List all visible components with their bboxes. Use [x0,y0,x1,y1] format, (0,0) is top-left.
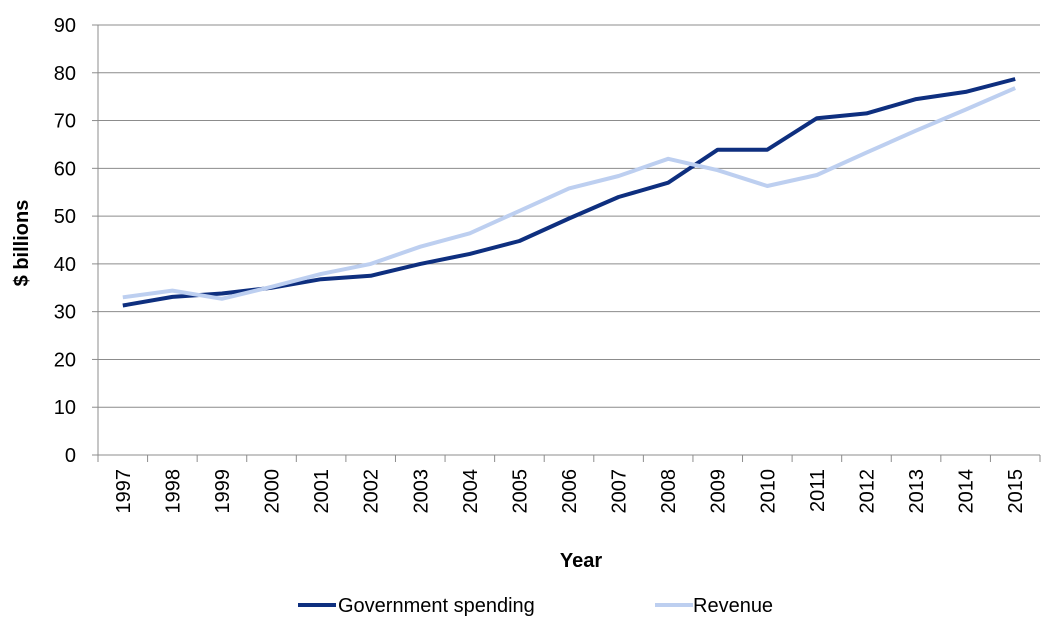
x-tick-label: 1997 [113,469,135,514]
x-tick-label: 2010 [757,469,779,514]
x-tick-label: 2005 [509,469,531,514]
y-tick-label: 80 [54,63,76,85]
y-tick-label: 60 [54,158,76,180]
axes [92,24,1041,462]
x-tick-label: 2002 [361,469,383,514]
series-lines [122,77,1016,308]
y-tick-label: 90 [54,15,76,37]
x-tick-label: 2014 [956,469,978,514]
x-tick-label: 1999 [212,469,234,514]
y-tick-label: 30 [54,302,76,324]
x-axis-title: Year [560,550,602,572]
y-tick-label: 50 [54,206,76,228]
x-tick-label: 2015 [1005,469,1027,514]
legend-label: Government spending [338,595,535,617]
x-tick-label: 2006 [559,469,581,514]
x-tick-label: 2011 [807,469,829,512]
x-tick-label: 2013 [906,469,928,514]
x-tick-label: 2004 [460,469,482,514]
x-axis-tick-labels: 1997 1998 1999 2000 2001 2002 2003 2004 2005 2006… [113,469,1027,514]
x-tick-label: 2001 [311,469,333,514]
x-tick-label: 2009 [708,469,730,514]
legend-label: Revenue [693,595,773,617]
gridlines [98,24,1040,408]
x-tick-label: 2000 [262,469,284,514]
legend: Government spending Revenue [298,595,773,617]
y-tick-label: 70 [54,111,76,133]
series-line-government-spending [122,77,1016,308]
y-axis-title: $ billions [11,200,33,287]
x-tick-label: 2012 [856,469,878,514]
y-tick-label: 10 [54,397,76,419]
y-tick-label: 40 [54,254,76,276]
y-tick-label: 20 [54,349,76,371]
y-tick-label: 0 [65,445,76,467]
x-tick-label: 2008 [658,469,680,514]
series-line-revenue [122,86,1016,301]
y-axis-tick-labels: 0 10 20 30 40 50 60 70 80 90 [54,15,76,467]
x-tick-label: 2003 [410,469,432,514]
x-tick-label: 1998 [162,469,184,514]
x-tick-label: 2007 [609,469,631,514]
